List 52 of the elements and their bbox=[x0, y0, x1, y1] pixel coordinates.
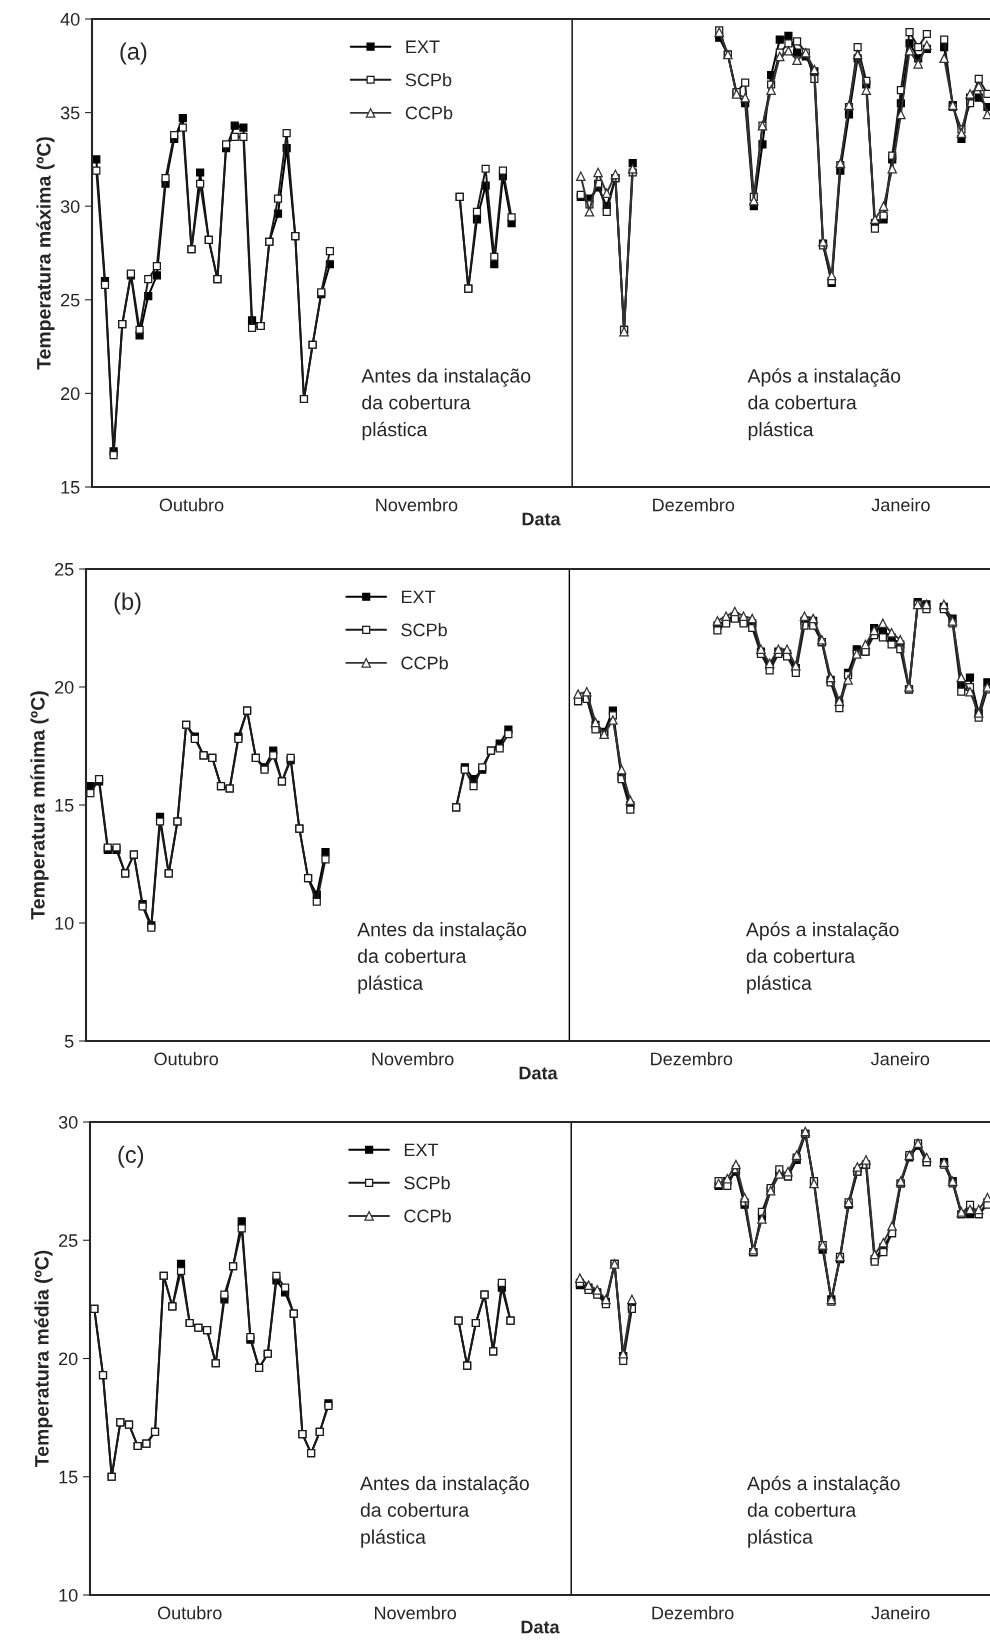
x-axis-title: Data bbox=[519, 1066, 558, 1080]
annotation: Antes da instalação da cobertura plástica bbox=[357, 922, 527, 994]
y-tick-label: 40 bbox=[60, 12, 80, 26]
y-axis-title: Temperatura mínima (ºC) bbox=[30, 691, 49, 920]
annotation: Após a instalação da cobertura plástica bbox=[747, 368, 901, 441]
annotation: Após a instalação da cobertura plástica bbox=[747, 1475, 900, 1548]
y-tick-label: 25 bbox=[59, 1234, 78, 1247]
x-tick-label: Janeiro bbox=[871, 1606, 930, 1620]
y-tick-label: 10 bbox=[59, 1588, 78, 1602]
y-tick-label: 5 bbox=[64, 1035, 74, 1048]
x-tick-label: Dezembro bbox=[651, 1052, 733, 1066]
x-tick-label: Novembro bbox=[374, 1606, 457, 1620]
text: (a) bbox=[120, 42, 147, 65]
y-tick-label: 25 bbox=[55, 562, 74, 576]
legend-label: EXT bbox=[404, 1143, 439, 1157]
y-tick-label: 15 bbox=[61, 481, 80, 494]
annotation: Após a instalação da cobertura plástica bbox=[745, 921, 899, 994]
y-tick-label: 25 bbox=[61, 293, 80, 307]
annotation: Antes da instalação da cobertura plástica bbox=[361, 368, 531, 441]
x-tick-label: Janeiro bbox=[870, 1052, 930, 1066]
text: (b) bbox=[114, 592, 141, 615]
x-tick-label: Janeiro bbox=[871, 498, 930, 512]
legend-label: CCPb bbox=[405, 106, 453, 120]
y-tick-label: 30 bbox=[60, 200, 80, 213]
x-tick-label: Outubro bbox=[154, 1052, 219, 1066]
y-tick-label: 15 bbox=[55, 799, 74, 812]
y-tick-label: 20 bbox=[59, 1352, 78, 1366]
y-tick-label: 30 bbox=[58, 1115, 78, 1129]
x-tick-label: Dezembro bbox=[653, 498, 735, 512]
y-tick-label: 35 bbox=[60, 106, 80, 120]
x-axis-title: Data bbox=[522, 512, 561, 526]
legend-label: EXT bbox=[401, 590, 436, 604]
legend-label: SCPb bbox=[404, 1176, 450, 1190]
y-axis-title: Temperatura média (ºC) bbox=[34, 1250, 53, 1467]
x-axis-title: Data bbox=[521, 1620, 560, 1634]
text: (c) bbox=[118, 1145, 144, 1168]
x-tick-label: Novembro bbox=[372, 1052, 454, 1066]
y-tick-label: 15 bbox=[59, 1470, 78, 1484]
y-tick-label: 10 bbox=[55, 916, 74, 930]
legend-label: SCPb bbox=[401, 623, 447, 637]
x-tick-label: Outubro bbox=[159, 498, 224, 512]
legend-label: CCPb bbox=[404, 1209, 451, 1223]
x-tick-label: Outubro bbox=[157, 1606, 222, 1620]
legend-label: SCPb bbox=[405, 73, 452, 87]
legend-label: EXT bbox=[406, 40, 440, 54]
x-tick-label: Dezembro bbox=[652, 1606, 734, 1620]
y-tick-label: 20 bbox=[55, 680, 74, 694]
legend-label: CCPb bbox=[401, 656, 448, 670]
y-axis-title: Temperatura máxima (ºC) bbox=[36, 137, 55, 370]
y-tick-label: 20 bbox=[61, 387, 80, 401]
annotation: Antes da instalação da cobertura plástica bbox=[360, 1475, 529, 1548]
x-tick-label: Novembro bbox=[376, 498, 458, 512]
